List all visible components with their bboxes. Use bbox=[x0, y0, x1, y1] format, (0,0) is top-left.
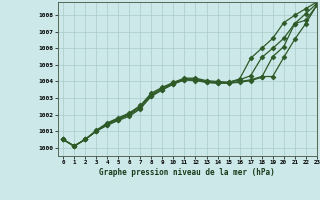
X-axis label: Graphe pression niveau de la mer (hPa): Graphe pression niveau de la mer (hPa) bbox=[99, 168, 275, 177]
